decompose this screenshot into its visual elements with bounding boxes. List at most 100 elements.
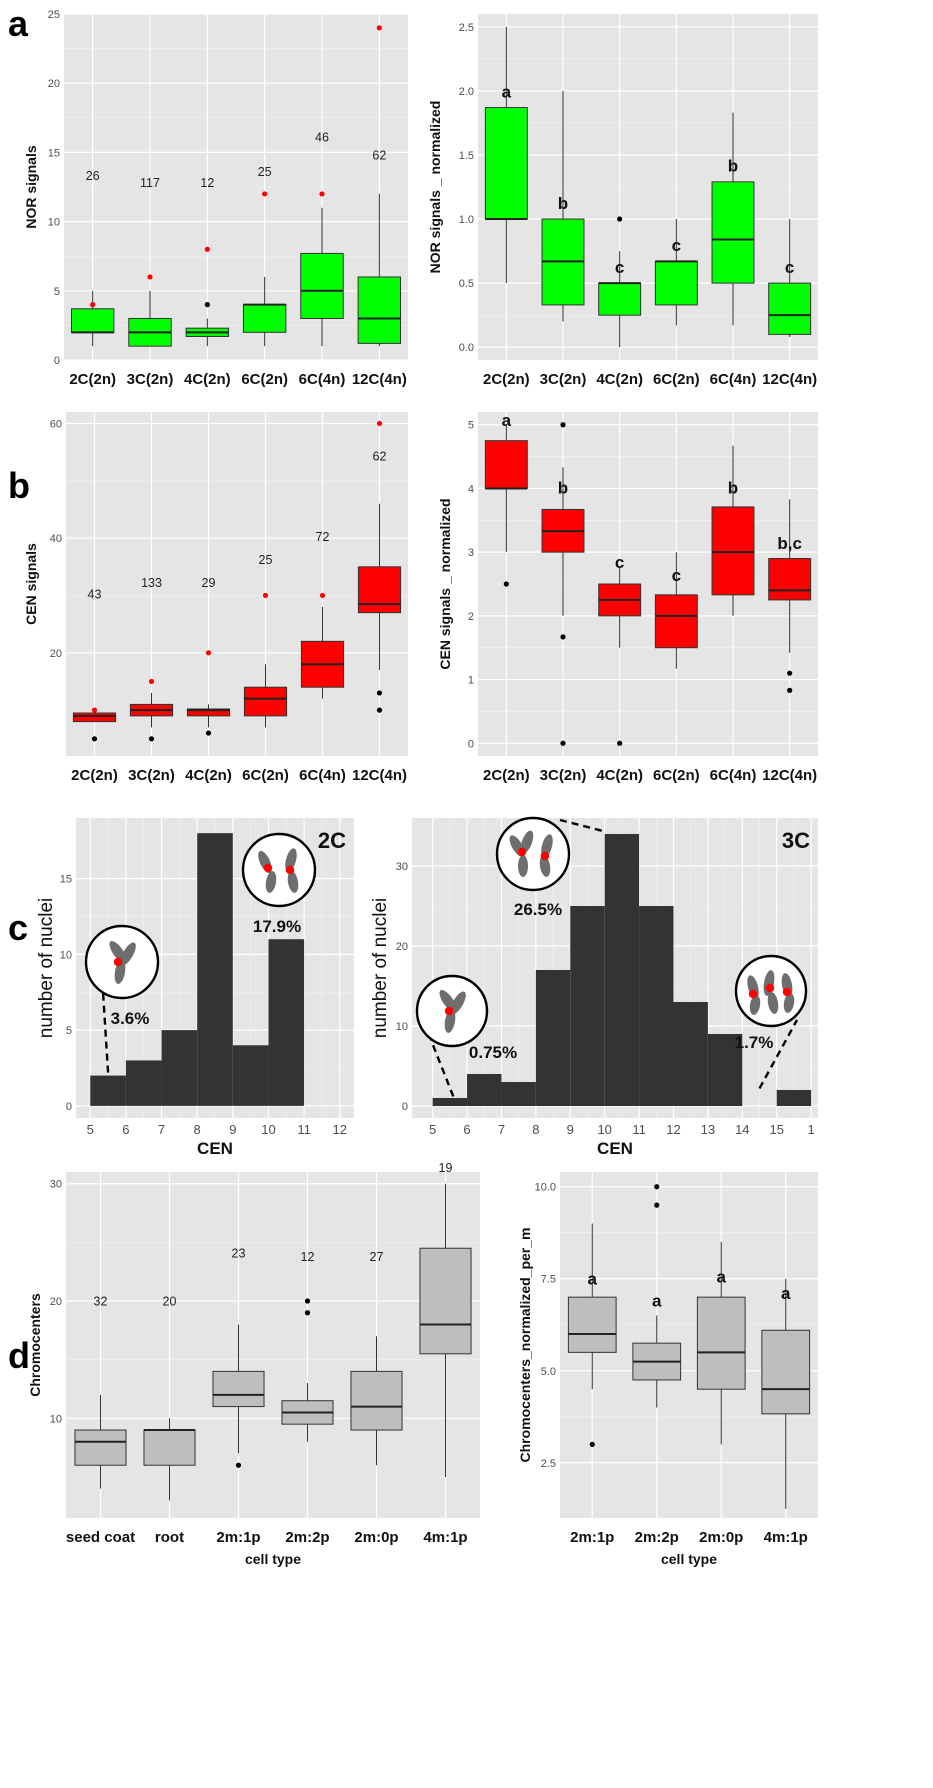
c-right-percentage-label: 0.75% [469, 1043, 517, 1062]
c-right-centromere-dot [517, 847, 527, 857]
b-left-outlier-point [376, 690, 383, 696]
d-right-ytick-label: 10.0 [535, 1182, 556, 1194]
c-right-x-tick-label: 13 [701, 1122, 715, 1137]
c-right-x-tick-label: 1 [808, 1122, 815, 1137]
d-left-x-axis-title: cell type [245, 1551, 301, 1567]
a-right-ytick-label: 0.5 [459, 278, 474, 290]
a-left-ytick-label: 5 [54, 286, 60, 298]
c-right-histogram-bar [776, 1090, 812, 1106]
a-left-x-category-label: 6C(2n) [241, 371, 288, 388]
b-right-significance-letter: b,c [777, 534, 802, 553]
a-right-significance-letter: a [502, 82, 512, 101]
b-left-ytick-label: 20 [50, 648, 62, 660]
b-left-box [186, 708, 231, 717]
a-right-significance-letter: b [558, 194, 568, 213]
b-right-significance-letter: c [672, 566, 681, 585]
c-right-callout-dashed-line [758, 1019, 799, 1089]
d-left-box [212, 1370, 265, 1408]
b-left-box [357, 566, 402, 614]
c-left-x-tick-label: 5 [87, 1122, 94, 1137]
d-right-x-category-label: 2m:1p [570, 1529, 614, 1546]
c-right-ytick-label: 30 [396, 861, 408, 873]
c-left-x-tick-label: 8 [194, 1122, 201, 1137]
d-left-outlier-point [304, 1310, 311, 1316]
d-left-x-category-label: seed coat [66, 1529, 135, 1546]
d-right-outlier-point [589, 1441, 595, 1447]
c-right-x-tick-label: 6 [463, 1122, 470, 1137]
c-right-x-tick-label: 11 [632, 1122, 646, 1137]
b-left-outlier-point [91, 736, 98, 742]
a-right-y-axis-title: NOR signals _ normalized [427, 101, 443, 274]
b-left-outlier-point [376, 420, 383, 427]
c-right-centromere-dot [540, 851, 550, 861]
c-right-ploidy-label: 3C [782, 828, 810, 853]
d-left-x-category-label: 2m:0p [354, 1529, 398, 1546]
c-right-callout-dashed-line [559, 818, 604, 833]
b-left-outlier-point [319, 592, 326, 599]
c-right-ytick-label: 10 [396, 1021, 408, 1033]
b-right-ytick-label: 3 [468, 547, 474, 559]
a-right-significance-letter: c [672, 236, 681, 255]
c-left-chromosome-arm [265, 871, 277, 893]
b-right-outlier-point [787, 670, 793, 676]
d-left-plot-background [66, 1172, 480, 1518]
c-right-x-tick-label: 9 [567, 1122, 574, 1137]
a-left-x-category-label: 12C(4n) [352, 371, 407, 388]
c-left-x-tick-label: 9 [229, 1122, 236, 1137]
d-right-y-axis-title: Chromocenters_normalized_per_m [517, 1228, 533, 1463]
a-left-ytick-label: 15 [48, 147, 60, 159]
c-right-percentage-label: 1.7% [735, 1033, 774, 1052]
c-left-histogram-bar [161, 1030, 198, 1106]
a-left-sample-count: 25 [258, 165, 272, 179]
a-left-outlier-point [376, 25, 382, 31]
panel-letter-c: c [8, 907, 28, 948]
c-right-histogram-bar [501, 1082, 536, 1106]
c-right-histogram-bar [570, 906, 605, 1106]
b-right-ytick-label: 2 [468, 611, 474, 623]
c-left-x-tick-label: 12 [333, 1122, 347, 1137]
c-right-x-tick-label: 7 [498, 1122, 505, 1137]
panel-letter-a: a [8, 3, 29, 44]
d-right-x-axis-title: cell type [661, 1551, 717, 1567]
a-right-box [484, 107, 528, 220]
d-left-sample-count: 12 [301, 1250, 315, 1264]
d-right-box [761, 1329, 811, 1415]
c-left-histogram-bar [197, 833, 233, 1106]
b-right-x-category-label: 4C(2n) [596, 767, 643, 784]
c-right-histogram-bar [467, 1074, 502, 1106]
a-right-significance-letter: b [728, 157, 738, 176]
c-right-x-tick-label: 8 [532, 1122, 539, 1137]
c-left-x-tick-label: 11 [297, 1122, 311, 1137]
d-left-ytick-label: 20 [50, 1296, 62, 1308]
b-left-outlier-point [262, 592, 269, 599]
a-right-outlier-point [617, 216, 623, 222]
c-right-chromosome-arm [518, 855, 528, 877]
c-left-callout-dashed-line [101, 991, 110, 1073]
b-left-x-category-label: 4C(2n) [185, 767, 232, 784]
d-left-box [74, 1429, 127, 1466]
b-right-outlier-point [560, 634, 566, 640]
c-right-histogram-bar [707, 1034, 743, 1106]
a-left-x-category-label: 3C(2n) [127, 371, 174, 388]
b-left-outlier-point [205, 730, 212, 736]
c-right-histogram-bar [673, 1002, 708, 1106]
c-right-x-tick-label: 15 [769, 1122, 783, 1137]
d-left-sample-count: 32 [94, 1295, 108, 1309]
c-right-centromere-dot [765, 983, 775, 993]
d-left-ytick-label: 30 [50, 1179, 62, 1191]
a-left-box [357, 276, 402, 344]
c-right-chromosome-arm [541, 834, 553, 858]
a-left-box [300, 252, 344, 319]
d-left-x-category-label: 4m:1p [423, 1529, 467, 1546]
b-right-outlier-point [560, 422, 566, 428]
b-left-sample-count: 62 [373, 450, 387, 464]
a-left-x-category-label: 6C(4n) [299, 371, 346, 388]
b-right-box [654, 594, 698, 649]
c-right-x-tick-label: 5 [429, 1122, 436, 1137]
b-left-sample-count: 133 [141, 576, 162, 590]
c-right-x-tick-label: 14 [735, 1122, 749, 1137]
a-left-ytick-label: 20 [48, 78, 60, 90]
a-right-x-category-label: 2C(2n) [483, 371, 530, 388]
d-right-significance-letter: a [588, 1269, 598, 1288]
a-left-outlier-point [319, 191, 325, 197]
